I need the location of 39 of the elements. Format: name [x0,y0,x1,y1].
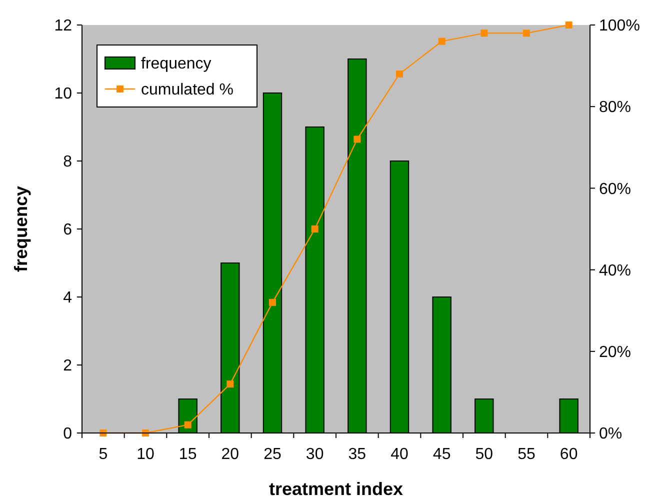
x-tick-label: 45 [432,446,451,463]
y-tick-label: 2 [63,358,72,375]
x-tick-label: 10 [136,446,154,463]
point [269,298,276,306]
y-tick-label: 6 [63,222,72,239]
y2-tick-label: 80% [599,99,632,116]
y2-tick-label: 100% [599,18,640,35]
x-tick-label: 30 [306,446,324,463]
point [226,380,234,388]
x-tick-label: 40 [390,446,408,463]
y-axis-title: frequency [11,186,31,272]
y-tick-label: 10 [54,86,72,103]
point [184,421,192,428]
x-tick-label: 50 [475,446,494,463]
y-tick-label: 8 [63,154,72,171]
point [565,22,572,28]
x-tick-label: 55 [518,446,536,463]
y2-tick-label: 60% [599,180,632,198]
x-tick-label: 5 [98,446,108,463]
y-tick-label: 0 [63,426,72,443]
legend-label: cumulated % [141,82,234,99]
x-tick-label: 35 [348,446,366,463]
y2-tick-label: 40% [599,262,632,280]
y-tick-label: 4 [63,290,72,307]
x-axis-title: treatment index [268,479,404,499]
y2-tick-label: 20% [599,344,632,361]
point [354,136,361,143]
legend-label: frequency [141,56,212,73]
x-tick-label: 20 [221,446,240,463]
x-tick-label: 25 [264,446,282,463]
point [438,38,446,45]
y-tick-label: 12 [54,18,72,35]
x-tick-label: 15 [178,446,197,463]
point [311,226,318,232]
y2-tick-label: 0% [599,426,622,443]
point [480,30,488,37]
point [523,30,530,37]
x-tick-label: 60 [560,446,578,463]
point [396,70,403,78]
